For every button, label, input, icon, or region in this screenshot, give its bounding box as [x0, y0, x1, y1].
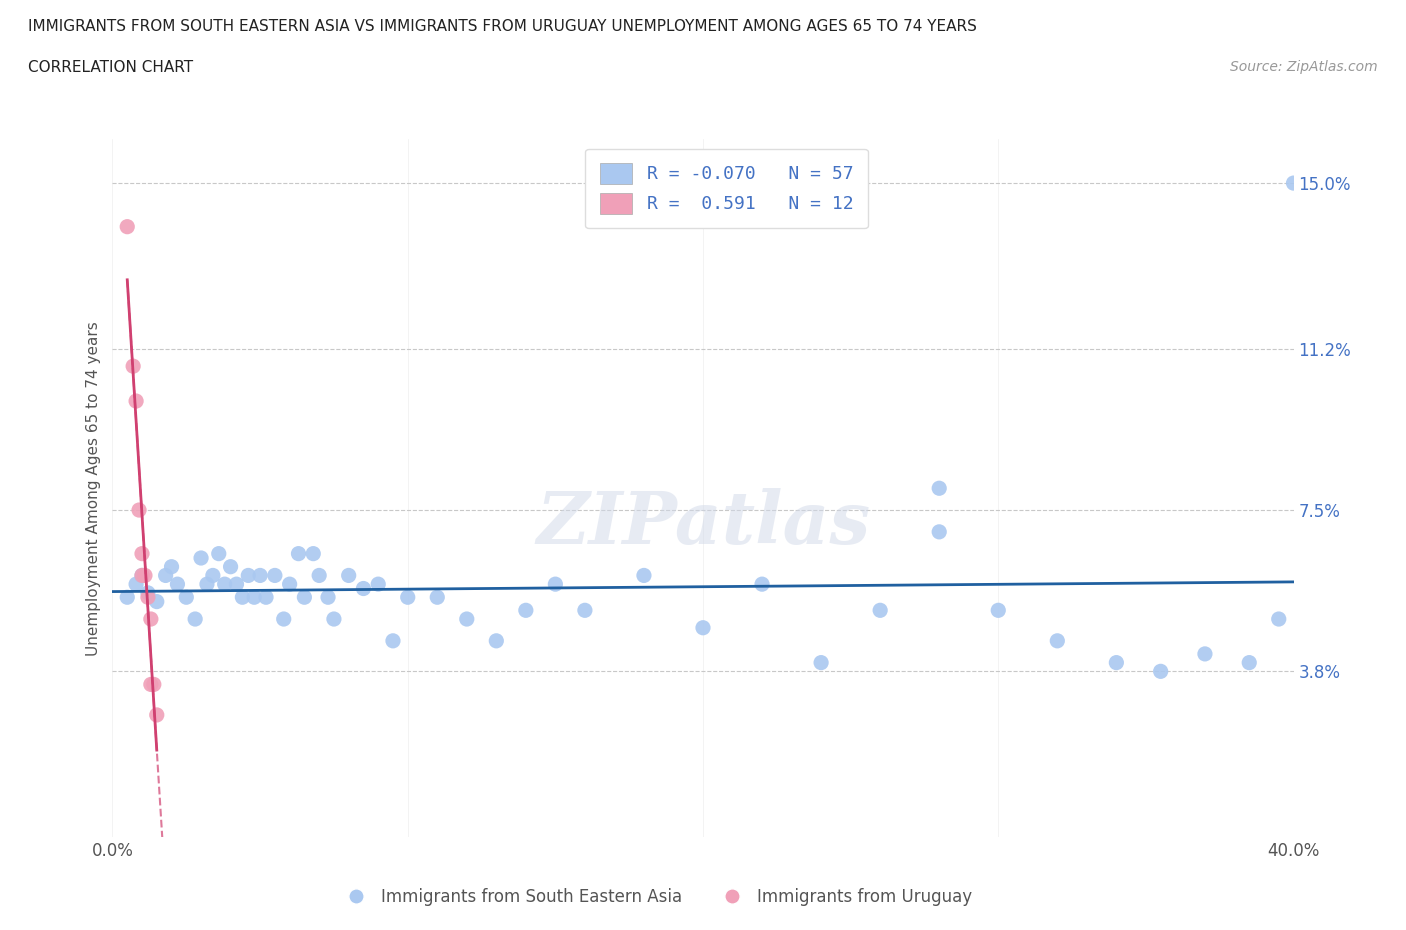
Point — [308, 568, 330, 583]
Point — [869, 603, 891, 618]
Point — [1046, 633, 1069, 648]
Point — [231, 590, 253, 604]
Point — [142, 677, 165, 692]
Point — [264, 568, 287, 583]
Point — [316, 590, 339, 604]
Point — [146, 594, 169, 609]
Point — [323, 612, 346, 627]
Point — [574, 603, 596, 618]
Point — [249, 568, 271, 583]
Point — [367, 577, 389, 591]
Point — [139, 677, 162, 692]
Text: IMMIGRANTS FROM SOUTH EASTERN ASIA VS IMMIGRANTS FROM URUGUAY UNEMPLOYMENT AMONG: IMMIGRANTS FROM SOUTH EASTERN ASIA VS IM… — [28, 19, 977, 33]
Point — [243, 590, 266, 604]
Point — [515, 603, 537, 618]
Point — [1105, 655, 1128, 670]
Point — [184, 612, 207, 627]
Point — [136, 586, 159, 601]
Point — [692, 620, 714, 635]
Point — [928, 525, 950, 539]
Point — [1239, 655, 1261, 670]
Point — [225, 577, 247, 591]
Point — [544, 577, 567, 591]
Point — [278, 577, 301, 591]
Point — [292, 590, 315, 604]
Point — [302, 546, 325, 561]
Point — [485, 633, 508, 648]
Point — [337, 568, 360, 583]
Point — [134, 568, 156, 583]
Point — [128, 502, 150, 517]
Point — [117, 590, 138, 604]
Point — [131, 568, 153, 583]
Point — [136, 590, 159, 604]
Point — [273, 612, 295, 627]
Point — [633, 568, 655, 583]
Point — [208, 546, 231, 561]
Point — [122, 359, 145, 374]
Point — [456, 612, 478, 627]
Point — [117, 219, 138, 234]
Point — [155, 568, 177, 583]
Point — [174, 590, 197, 604]
Text: ZIPatlas: ZIPatlas — [536, 487, 870, 559]
Point — [928, 481, 950, 496]
Point — [125, 393, 148, 408]
Point — [166, 577, 188, 591]
Point — [195, 577, 218, 591]
Point — [1150, 664, 1173, 679]
Y-axis label: Unemployment Among Ages 65 to 74 years: Unemployment Among Ages 65 to 74 years — [86, 321, 101, 656]
Legend: Immigrants from South Eastern Asia, Immigrants from Uruguay: Immigrants from South Eastern Asia, Immi… — [333, 881, 979, 912]
Point — [146, 708, 169, 723]
Point — [125, 577, 148, 591]
Point — [396, 590, 419, 604]
Text: CORRELATION CHART: CORRELATION CHART — [28, 60, 193, 75]
Point — [190, 551, 212, 565]
Text: Source: ZipAtlas.com: Source: ZipAtlas.com — [1230, 60, 1378, 74]
Point — [751, 577, 773, 591]
Point — [426, 590, 449, 604]
Point — [219, 559, 242, 574]
Point — [214, 577, 236, 591]
Point — [131, 568, 153, 583]
Point — [254, 590, 277, 604]
Point — [987, 603, 1010, 618]
Point — [1268, 612, 1291, 627]
Point — [382, 633, 405, 648]
Point — [201, 568, 224, 583]
Point — [1282, 176, 1305, 191]
Point — [160, 559, 183, 574]
Point — [287, 546, 309, 561]
Point — [810, 655, 832, 670]
Point — [238, 568, 260, 583]
Point — [352, 581, 374, 596]
Point — [1194, 646, 1216, 661]
Point — [139, 612, 162, 627]
Point — [131, 546, 153, 561]
